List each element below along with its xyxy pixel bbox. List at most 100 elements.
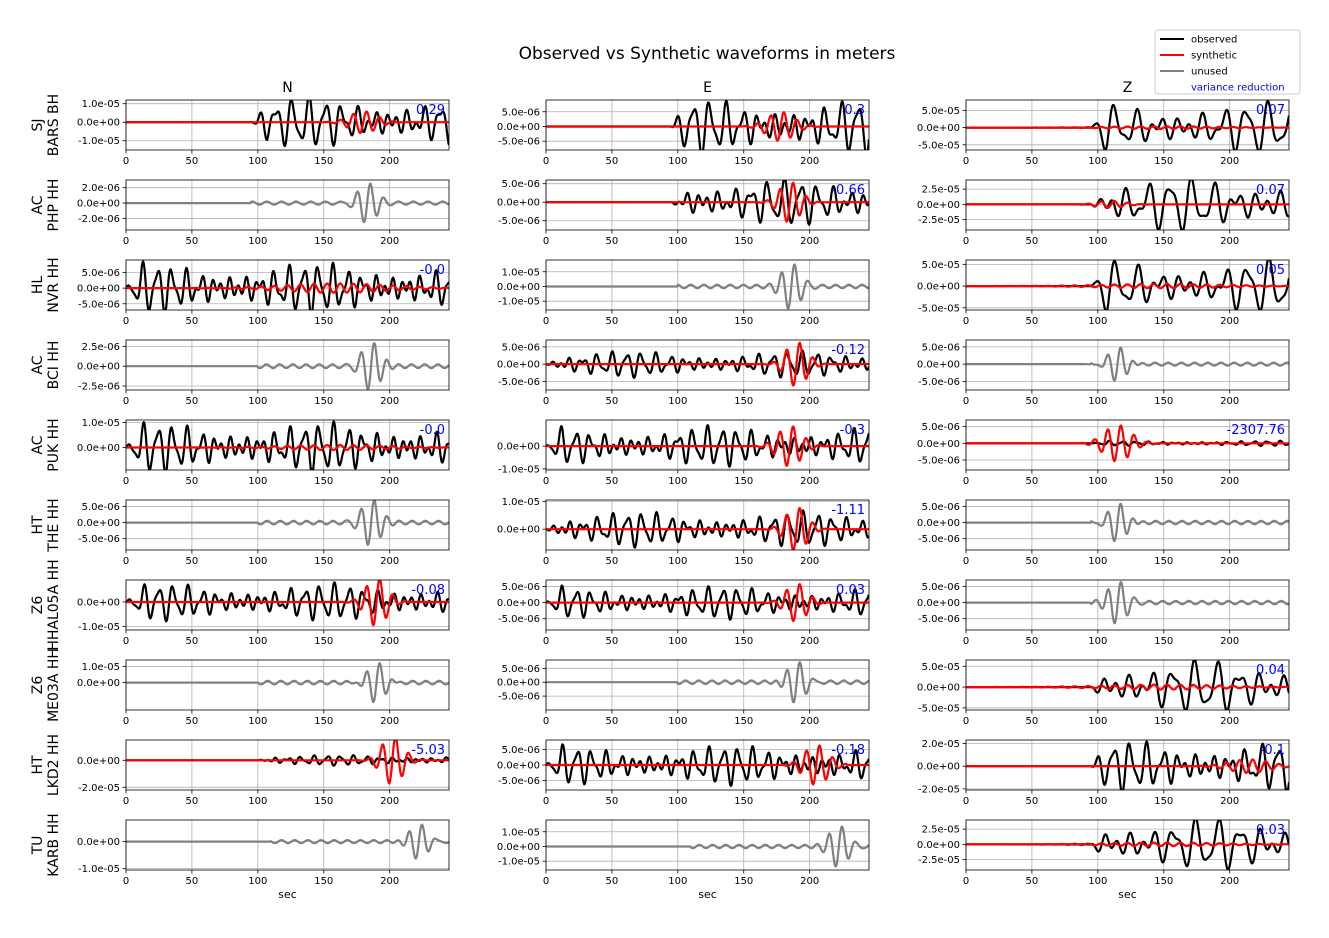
variance-reduction-label: 0.04 <box>1256 663 1285 678</box>
y-tick-label: -5.0e-06 <box>78 299 120 310</box>
waveform-panel: 0 50 100 150 200 5.0e-06 0.0e+00 -5.0e-06 -0.66 <box>497 179 870 247</box>
waveform-panel: 0 50 100 150 200 2.5e-06 0.0e+00 -2.5e-06 <box>77 339 450 407</box>
y-tick-label: 0.0e+00 <box>917 439 960 450</box>
x-tick-label: 50 <box>606 876 619 887</box>
y-tick-label: -2.5e-06 <box>78 382 120 393</box>
trace-group <box>546 582 869 623</box>
x-tick-label: 50 <box>1026 876 1039 887</box>
variance-reduction-label: 0.3 <box>844 103 865 118</box>
x-tick-label: 150 <box>734 236 753 247</box>
variance-reduction-label: 0.03 <box>836 583 865 598</box>
panel-frame <box>965 499 1290 551</box>
x-tick-label: 150 <box>1154 156 1173 167</box>
variance-reduction-label: -1.11 <box>831 503 865 518</box>
x-tick-label: 200 <box>800 396 819 407</box>
x-tick-label: 100 <box>248 556 267 567</box>
x-tick-label: 150 <box>734 556 753 567</box>
x-axis-label: sec <box>1118 888 1137 901</box>
legend-label: unused <box>1191 67 1228 78</box>
station-network-label: Z6 <box>30 596 46 615</box>
waveform-panel: 0 50 100 150 200 5.0e-06 0.0e+00 -5.0e-06 <box>917 499 1290 567</box>
variance-reduction-label: -2307.76 <box>1227 423 1285 438</box>
y-tick-label: 0.0e+00 <box>77 362 120 373</box>
synthetic-trace <box>126 580 449 627</box>
x-tick-label: 200 <box>1220 716 1239 727</box>
y-tick-label: -1.0e-05 <box>498 297 540 308</box>
x-tick-label: 50 <box>186 236 199 247</box>
x-tick-label: 100 <box>248 236 267 247</box>
station-code-label: BARS BH <box>46 94 62 156</box>
x-tick-label: 50 <box>186 156 199 167</box>
x-tick-label: 150 <box>314 556 333 567</box>
x-tick-label: 100 <box>1088 796 1107 807</box>
station-code-label: PHP HH <box>46 179 62 232</box>
x-tick-label: 150 <box>734 396 753 407</box>
x-tick-label: 50 <box>606 796 619 807</box>
x-tick-label: 150 <box>1154 316 1173 327</box>
station-code-label: NVR HH <box>46 257 62 312</box>
panel-frame <box>545 339 870 391</box>
trace-group <box>546 180 869 226</box>
y-tick-label: -1.0e-05 <box>78 622 120 633</box>
x-tick-label: 200 <box>380 556 399 567</box>
figure-title: Observed vs Synthetic waveforms in meter… <box>519 44 896 64</box>
x-tick-label: 200 <box>800 476 819 487</box>
x-tick-label: 100 <box>668 636 687 647</box>
x-tick-label: 50 <box>1026 236 1039 247</box>
x-tick-label: 0 <box>123 396 129 407</box>
waveform-panel: 0 50 100 150 200 1.0e-05 0.0e+00 -1.0e-05 <box>497 259 870 327</box>
legend-label: synthetic <box>1191 51 1237 62</box>
y-tick-label: 2.0e-06 <box>82 183 120 194</box>
trace-group <box>126 342 449 390</box>
x-tick-label: 150 <box>734 796 753 807</box>
waveform-panel: 0 50 100 150 200 1.0e-05 0.0e+00 -1.0e-05 0.29 <box>77 99 450 167</box>
trace-group <box>966 502 1289 543</box>
variance-reduction-label: -0.66 <box>831 183 865 198</box>
unused-trace <box>546 263 869 310</box>
y-tick-label: -1.0e-05 <box>498 464 540 475</box>
y-tick-label: 0.0e+00 <box>917 360 960 371</box>
x-tick-label: 200 <box>380 476 399 487</box>
station-network-label: HT <box>30 515 46 535</box>
y-tick-label: 5.0e-06 <box>82 502 120 513</box>
x-tick-label: 0 <box>123 636 129 647</box>
station-network-label: AC <box>30 355 46 374</box>
panel-frame <box>965 179 1290 231</box>
panel-frame <box>545 579 870 631</box>
variance-reduction-label: -0.3 <box>840 423 865 438</box>
x-tick-label: 150 <box>734 476 753 487</box>
station-code-label: PUK HH <box>46 418 62 471</box>
trace-group <box>546 100 869 150</box>
y-tick-label: 0.0e+00 <box>77 756 120 767</box>
y-tick-label: -5.0e-06 <box>918 534 960 545</box>
x-tick-label: 150 <box>1154 716 1173 727</box>
x-tick-label: 150 <box>314 876 333 887</box>
waveform-panel: 0 50 100 150 200 5.0e-06 0.0e+00 -5.0e-06 <box>77 499 450 567</box>
column-title-Z: Z <box>1123 80 1133 96</box>
y-tick-label: -1.0e-05 <box>498 857 540 868</box>
synthetic-trace <box>546 506 869 550</box>
synthetic-trace <box>546 181 869 223</box>
y-tick-label: 5.0e-06 <box>502 745 540 756</box>
waveform-panel: 0 50 100 150 200 2.0e-06 0.0e+00 -2.0e-06 <box>77 179 450 247</box>
x-tick-label: 100 <box>668 876 687 887</box>
waveform-panel: 0 50 100 150 200 0.0e+00 -2.0e-05 -5.03 <box>77 739 450 807</box>
synthetic-trace <box>126 740 449 785</box>
x-tick-label: 100 <box>1088 396 1107 407</box>
x-tick-label: 150 <box>734 876 753 887</box>
trace-group <box>546 743 869 787</box>
y-tick-label: 5.0e-06 <box>502 582 540 593</box>
y-tick-label: 0.0e+00 <box>77 678 120 689</box>
waveform-panel: 0 50 100 150 200 0.0e+00 -1.0e-05 -0.08 <box>77 579 450 647</box>
variance-reduction-label: 0.03 <box>1256 823 1285 838</box>
panel-frame <box>125 339 450 391</box>
variance-reduction-label: -0.12 <box>831 343 865 358</box>
x-tick-label: 200 <box>380 396 399 407</box>
x-tick-label: 50 <box>1026 156 1039 167</box>
x-tick-label: 200 <box>380 716 399 727</box>
waveform-panel: 0 50 100 150 200 0.0e+00 -1.0e-05 <box>77 819 450 887</box>
variance-reduction-label: 0.07 <box>1256 183 1285 198</box>
waveform-panel: 0 50 100 150 200 5.0e-05 0.0e+00 -5.0e-05 0.04 <box>917 659 1290 727</box>
y-tick-label: -5.0e-05 <box>918 140 960 151</box>
station-code-label: HHAL05A HH <box>46 559 62 650</box>
